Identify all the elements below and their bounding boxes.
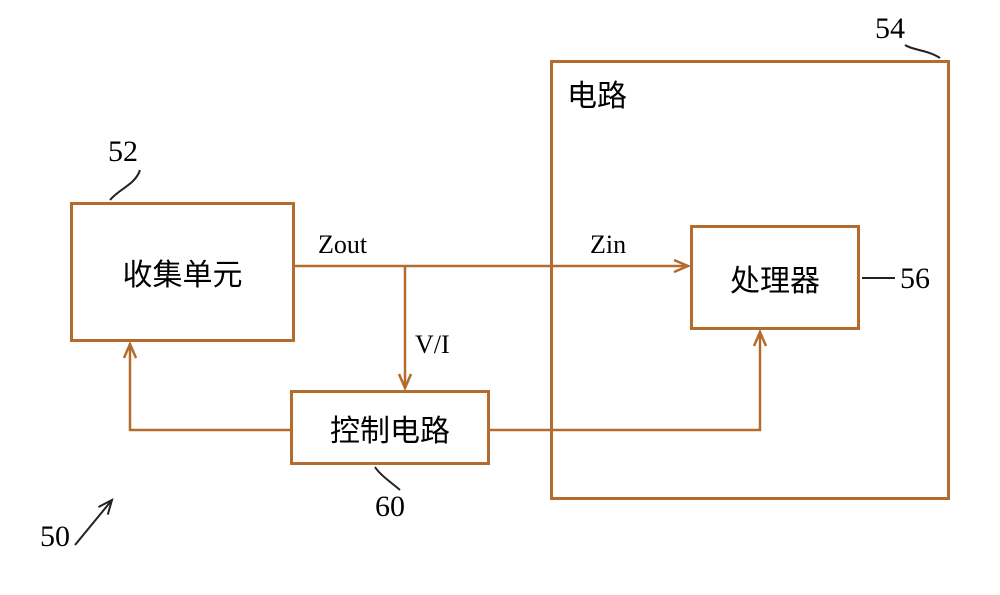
ref-50-label: 50: [40, 520, 70, 554]
ref-56-label: 56: [900, 262, 930, 296]
collect-unit-box: 收集单元: [70, 202, 295, 342]
zout-label: Zout: [318, 230, 367, 260]
collect-unit-label: 收集单元: [123, 250, 243, 294]
ref-54-label: 54: [875, 12, 905, 46]
control-circuit-box: 控制电路: [290, 390, 490, 465]
diagram-canvas: 电路 处理器 收集单元 控制电路 Zout Zin V/I 52 54 56 6…: [0, 0, 1000, 595]
ref-52-label: 52: [108, 135, 138, 169]
control-circuit-label: 控制电路: [330, 406, 450, 450]
processor-box: 处理器: [690, 225, 860, 330]
vi-label: V/I: [415, 330, 450, 360]
zin-label: Zin: [590, 230, 626, 260]
circuit-title: 电路: [567, 71, 627, 115]
ref-60-label: 60: [375, 490, 405, 524]
processor-label: 处理器: [730, 256, 820, 300]
